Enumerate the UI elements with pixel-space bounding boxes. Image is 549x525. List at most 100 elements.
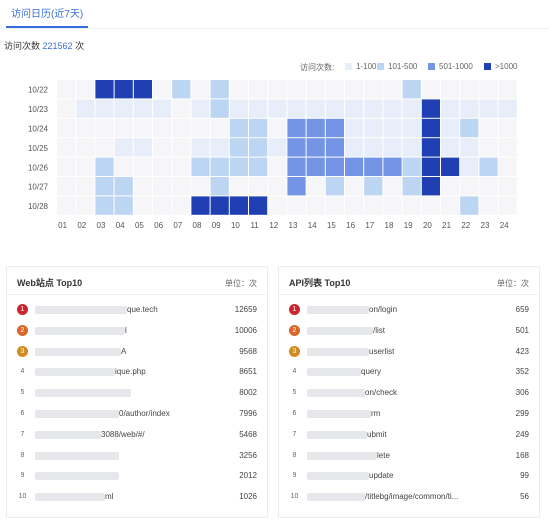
heatmap-cell[interactable] bbox=[345, 196, 364, 215]
heatmap-cell[interactable] bbox=[76, 157, 95, 176]
heatmap-cell[interactable] bbox=[306, 177, 325, 196]
heatmap-cell[interactable] bbox=[364, 196, 383, 215]
heatmap-cell[interactable] bbox=[95, 196, 114, 215]
heatmap-cell[interactable] bbox=[76, 80, 95, 99]
heatmap-cell[interactable] bbox=[268, 196, 287, 215]
heatmap-cell[interactable] bbox=[306, 138, 325, 157]
heatmap-cell[interactable] bbox=[268, 157, 287, 176]
list-item[interactable]: 10 ml 1026 bbox=[17, 490, 257, 504]
heatmap-cell[interactable] bbox=[402, 138, 421, 157]
heatmap-cell[interactable] bbox=[383, 138, 402, 157]
heatmap-cell[interactable] bbox=[383, 177, 402, 196]
heatmap-cell[interactable] bbox=[345, 99, 364, 118]
heatmap-cell[interactable] bbox=[479, 196, 498, 215]
heatmap-cell[interactable] bbox=[210, 177, 229, 196]
heatmap-cell[interactable] bbox=[95, 118, 114, 138]
heatmap-cell[interactable] bbox=[479, 118, 498, 138]
heatmap-cell[interactable] bbox=[287, 196, 306, 215]
heatmap-cell[interactable] bbox=[325, 177, 344, 196]
heatmap-cell[interactable] bbox=[172, 99, 191, 118]
heatmap-cell[interactable] bbox=[306, 157, 325, 176]
heatmap-cell[interactable] bbox=[210, 118, 229, 138]
heatmap-cell[interactable] bbox=[133, 99, 152, 118]
heatmap-cell[interactable] bbox=[114, 177, 133, 196]
heatmap-cell[interactable] bbox=[133, 118, 152, 138]
heatmap-cell[interactable] bbox=[460, 80, 479, 99]
heatmap-cell[interactable] bbox=[57, 138, 76, 157]
list-item[interactable]: 9 update 99 bbox=[289, 469, 529, 483]
heatmap-cell[interactable] bbox=[498, 118, 517, 138]
heatmap-cell[interactable] bbox=[210, 99, 229, 118]
heatmap-cell[interactable] bbox=[364, 177, 383, 196]
list-item[interactable]: 10/titlebg/image/common/ti... 56 bbox=[289, 490, 529, 504]
heatmap-cell[interactable] bbox=[498, 196, 517, 215]
heatmap-cell[interactable] bbox=[498, 157, 517, 176]
heatmap-cell[interactable] bbox=[114, 196, 133, 215]
heatmap-cell[interactable] bbox=[460, 177, 479, 196]
heatmap-cell[interactable] bbox=[191, 138, 210, 157]
heatmap-cell[interactable] bbox=[172, 157, 191, 176]
heatmap-cell[interactable] bbox=[479, 80, 498, 99]
heatmap-cell[interactable] bbox=[153, 99, 172, 118]
list-item[interactable]: 6 0/author/index 7996 bbox=[17, 407, 257, 421]
heatmap-cell[interactable] bbox=[268, 118, 287, 138]
heatmap-cell[interactable] bbox=[268, 138, 287, 157]
heatmap-cell[interactable] bbox=[76, 177, 95, 196]
heatmap-cell[interactable] bbox=[460, 196, 479, 215]
heatmap-cell[interactable] bbox=[249, 80, 268, 99]
heatmap-cell[interactable] bbox=[383, 99, 402, 118]
heatmap-cell[interactable] bbox=[421, 118, 440, 138]
heatmap-cell[interactable] bbox=[268, 99, 287, 118]
list-item[interactable]: 1 on/login 659 bbox=[289, 303, 529, 317]
heatmap-cell[interactable] bbox=[364, 80, 383, 99]
heatmap-cell[interactable] bbox=[364, 118, 383, 138]
list-item[interactable]: 7 3088/web/#/ 5468 bbox=[17, 428, 257, 442]
heatmap-cell[interactable] bbox=[460, 138, 479, 157]
list-item[interactable]: 3 userlist 423 bbox=[289, 345, 529, 359]
heatmap-cell[interactable] bbox=[325, 118, 344, 138]
heatmap-cell[interactable] bbox=[287, 138, 306, 157]
list-item[interactable]: 4 query 352 bbox=[289, 365, 529, 379]
heatmap-cell[interactable] bbox=[402, 99, 421, 118]
heatmap-cell[interactable] bbox=[364, 99, 383, 118]
heatmap-cell[interactable] bbox=[402, 80, 421, 99]
heatmap-cell[interactable] bbox=[172, 118, 191, 138]
heatmap-cell[interactable] bbox=[345, 157, 364, 176]
heatmap-cell[interactable] bbox=[402, 196, 421, 215]
heatmap-cell[interactable] bbox=[229, 177, 248, 196]
heatmap-cell[interactable] bbox=[95, 157, 114, 176]
list-item[interactable]: 8 3256 bbox=[17, 449, 257, 463]
heatmap-cell[interactable] bbox=[325, 196, 344, 215]
heatmap-cell[interactable] bbox=[498, 138, 517, 157]
list-item[interactable]: 3 A 9568 bbox=[17, 345, 257, 359]
heatmap-cell[interactable] bbox=[287, 177, 306, 196]
heatmap-cell[interactable] bbox=[287, 99, 306, 118]
heatmap-cell[interactable] bbox=[479, 157, 498, 176]
heatmap-cell[interactable] bbox=[57, 118, 76, 138]
heatmap-cell[interactable] bbox=[306, 99, 325, 118]
heatmap-cell[interactable] bbox=[287, 80, 306, 99]
heatmap-cell[interactable] bbox=[114, 138, 133, 157]
heatmap-cell[interactable] bbox=[114, 99, 133, 118]
heatmap-cell[interactable] bbox=[479, 99, 498, 118]
heatmap-cell[interactable] bbox=[383, 80, 402, 99]
heatmap-cell[interactable] bbox=[479, 138, 498, 157]
heatmap-cell[interactable] bbox=[325, 80, 344, 99]
heatmap-cell[interactable] bbox=[57, 177, 76, 196]
heatmap-cell[interactable] bbox=[57, 80, 76, 99]
heatmap-cell[interactable] bbox=[191, 177, 210, 196]
heatmap-cell[interactable] bbox=[364, 157, 383, 176]
heatmap-cell[interactable] bbox=[229, 80, 248, 99]
heatmap-cell[interactable] bbox=[249, 177, 268, 196]
heatmap-cell[interactable] bbox=[95, 99, 114, 118]
heatmap-cell[interactable] bbox=[345, 138, 364, 157]
heatmap-cell[interactable] bbox=[114, 80, 133, 99]
heatmap-cell[interactable] bbox=[345, 118, 364, 138]
heatmap-cell[interactable] bbox=[76, 196, 95, 215]
heatmap-cell[interactable] bbox=[114, 157, 133, 176]
heatmap-cell[interactable] bbox=[325, 138, 344, 157]
heatmap-cell[interactable] bbox=[479, 177, 498, 196]
heatmap-cell[interactable] bbox=[345, 80, 364, 99]
heatmap-cell[interactable] bbox=[268, 80, 287, 99]
heatmap-cell[interactable] bbox=[441, 118, 460, 138]
